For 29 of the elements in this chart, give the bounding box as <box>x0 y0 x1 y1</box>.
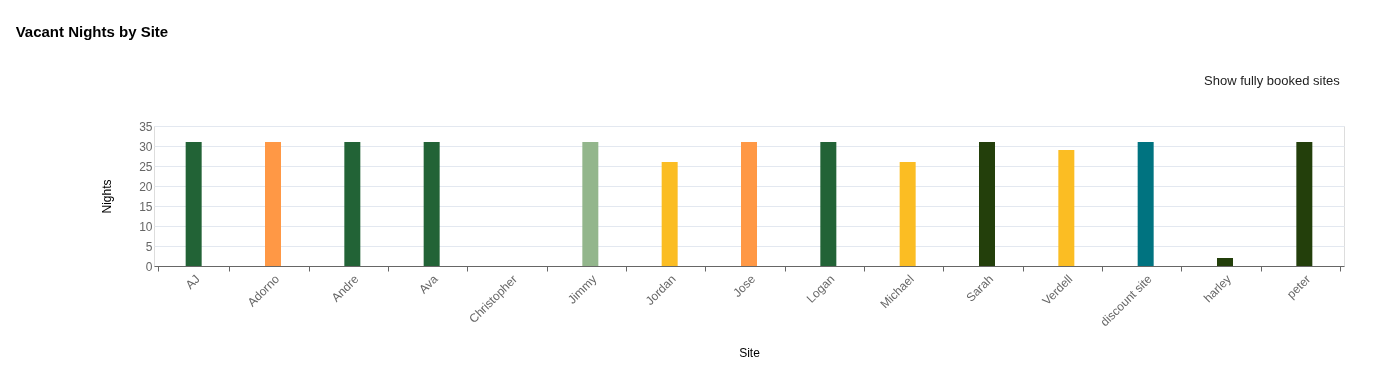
x-tick-label: Ava <box>416 271 441 297</box>
bar <box>899 162 916 266</box>
bar <box>1058 150 1075 266</box>
bar <box>1217 258 1233 266</box>
y-tick-label: 35 <box>139 119 153 134</box>
x-axis-title: Site <box>739 346 761 361</box>
y-tick-label: 25 <box>139 159 153 174</box>
y-tick-label: 20 <box>139 179 153 194</box>
bar <box>582 142 599 266</box>
y-tick-label: 30 <box>139 139 153 154</box>
bar <box>344 142 361 266</box>
bar <box>979 142 995 266</box>
x-tick-label: AJ <box>182 272 203 292</box>
y-tick-label: 15 <box>139 199 153 214</box>
bar <box>820 142 837 266</box>
bar <box>1137 142 1154 266</box>
x-tick-label: Jose <box>730 271 759 300</box>
bar <box>741 142 757 266</box>
chart-title: Vacant Nights by Site <box>15 23 169 40</box>
bar <box>265 142 281 266</box>
y-tick-label: 10 <box>139 219 153 234</box>
y-tick-label: 0 <box>145 259 153 274</box>
y-tick-label: 5 <box>145 239 153 254</box>
text: Show fully booked sites <box>1204 73 1341 88</box>
y-axis-title: Nights <box>100 179 115 214</box>
bar <box>661 162 678 266</box>
bar <box>185 142 202 266</box>
bar <box>423 142 440 266</box>
bar <box>1296 142 1313 266</box>
